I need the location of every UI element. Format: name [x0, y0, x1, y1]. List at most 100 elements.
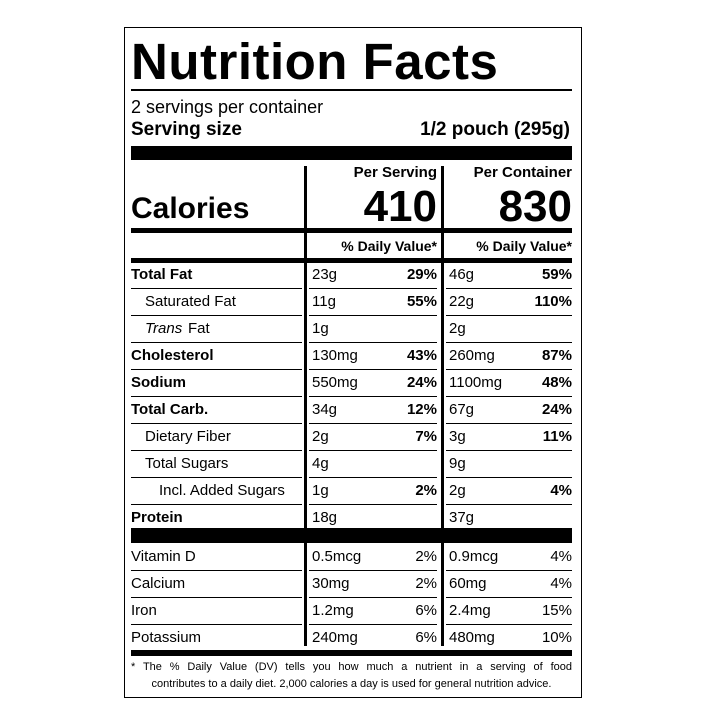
title: Nutrition Facts	[131, 33, 499, 90]
row-rule	[446, 624, 572, 625]
servings: 2 servings per container	[131, 97, 324, 117]
daily-value: 12%	[406, 401, 437, 418]
row-rule	[309, 315, 437, 316]
serving-size-label: Serving size	[131, 119, 242, 140]
nutrient-name: Saturated Fat	[145, 293, 236, 310]
daily-value: 29%	[406, 266, 437, 283]
row-rule	[309, 396, 437, 397]
nutrient-name: Calcium	[131, 575, 186, 592]
row-rule	[131, 342, 302, 343]
nutrient-name: Incl. Added Sugars	[159, 482, 285, 499]
daily-value: 24%	[406, 374, 437, 391]
row-rule	[131, 423, 302, 424]
row-rule	[309, 369, 437, 370]
row-rule	[131, 369, 302, 370]
serving-size: 1/2 pouch (295g)	[420, 119, 570, 140]
thick-bar	[131, 650, 572, 656]
daily-value: 7%	[415, 428, 437, 445]
daily-value: 11%	[542, 428, 572, 445]
daily-value: 15%	[541, 602, 572, 619]
amount: 30mg	[312, 575, 350, 592]
amount: 3g	[449, 428, 466, 445]
nutrient-name: Total Carb.	[131, 401, 209, 418]
amount: 550mg	[312, 374, 358, 391]
calories-label: Calories	[131, 192, 250, 225]
amount: 22g	[449, 293, 475, 310]
nutrient-name: Iron	[131, 602, 157, 619]
row-rule	[446, 369, 572, 370]
rule	[131, 89, 572, 91]
nutrient-name-italic: Trans	[145, 320, 183, 337]
calories-value: 410	[363, 182, 437, 231]
daily-value: 43%	[406, 347, 437, 364]
row-rule	[309, 423, 437, 424]
column-heading: Per Container	[473, 164, 572, 181]
daily-value: 59%	[541, 266, 572, 283]
amount: 2g	[312, 428, 329, 445]
dv-heading: % Daily Value*	[341, 238, 437, 254]
row-rule	[446, 315, 572, 316]
row-rule	[131, 570, 302, 571]
daily-value: 2%	[415, 548, 437, 565]
column-heading: Per Serving	[353, 164, 437, 181]
row-rule	[309, 477, 437, 478]
row-rule	[309, 450, 437, 451]
nutrition-label	[124, 27, 582, 698]
amount: 11g	[312, 293, 336, 310]
daily-value: 48%	[541, 374, 572, 391]
nutrient-name: Dietary Fiber	[145, 428, 231, 445]
daily-value: 55%	[406, 293, 437, 310]
amount: 0.5mcg	[312, 548, 362, 565]
daily-value: 2%	[415, 575, 437, 592]
amount: 240mg	[312, 629, 358, 646]
daily-value: 6%	[415, 602, 437, 619]
row-rule	[131, 288, 302, 289]
daily-value: 4%	[550, 575, 572, 592]
amount: 1.2mg	[312, 602, 354, 619]
amount: 480mg	[449, 629, 495, 646]
row-rule	[131, 477, 302, 478]
amount: 1g	[312, 320, 329, 337]
row-rule	[446, 477, 572, 478]
row-rule	[131, 504, 302, 505]
thick-bar	[131, 146, 572, 160]
amount: 9g	[449, 455, 466, 472]
nutrient-name: Total Sugars	[145, 455, 229, 472]
row-rule	[131, 597, 302, 598]
row-rule	[446, 423, 572, 424]
daily-value: 2%	[415, 482, 437, 499]
daily-value: 24%	[541, 401, 572, 418]
amount: 2g	[449, 482, 466, 499]
thick-bar	[131, 228, 572, 233]
row-rule	[309, 597, 437, 598]
amount: 4g	[312, 455, 329, 472]
amount: 18g	[312, 509, 338, 526]
row-rule	[131, 624, 302, 625]
amount: 46g	[449, 266, 475, 283]
row-rule	[309, 288, 437, 289]
amount: 67g	[449, 401, 475, 418]
thick-bar	[131, 258, 572, 263]
nutrient-name: Potassium	[131, 629, 202, 646]
footnote: * The % Daily Value (DV) tells you how m…	[131, 661, 572, 673]
row-rule	[309, 570, 437, 571]
amount: 60mg	[449, 575, 487, 592]
nutrient-name: Cholesterol	[131, 347, 214, 364]
calories-value: 830	[498, 182, 572, 231]
row-rule	[131, 450, 302, 451]
row-rule	[446, 342, 572, 343]
daily-value: 87%	[541, 347, 572, 364]
footnote: contributes to a daily diet. 2,000 calor…	[151, 678, 552, 690]
row-rule	[446, 396, 572, 397]
amount: 34g	[312, 401, 338, 418]
daily-value: 10%	[541, 629, 572, 646]
thick-bar	[131, 528, 572, 543]
column-divider	[304, 166, 307, 646]
row-rule	[446, 504, 572, 505]
row-rule	[309, 504, 437, 505]
row-rule	[309, 342, 437, 343]
nutrient-name: Vitamin D	[131, 548, 196, 565]
amount: 1100mg	[449, 374, 503, 391]
nutrient-name: Protein	[131, 509, 183, 526]
amount: 23g	[312, 266, 338, 283]
